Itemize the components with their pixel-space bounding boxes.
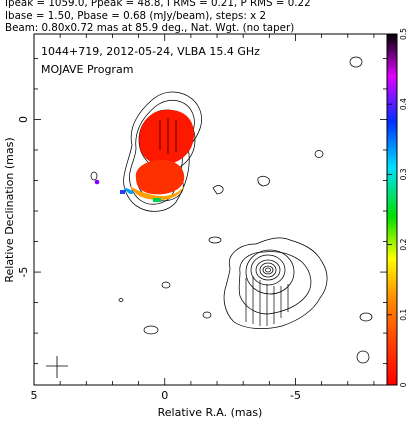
colorbar-tick-label: 0.4	[399, 98, 408, 110]
beam-marker	[46, 356, 68, 378]
y-axis-ticks: 0 -5	[17, 58, 387, 365]
colorbar-tick-label: 0	[399, 382, 408, 387]
header-line-1: Ipeak = 1059.0, Ppeak = 48.8, I RMS = 0.…	[5, 0, 311, 9]
x-tick-label: 5	[31, 389, 38, 402]
colorbar-tick-label: 0.1	[399, 309, 408, 321]
jet-contours	[223, 237, 328, 329]
x-tick-label: 0	[161, 389, 168, 402]
x-axis-ticks: 5 0 -5	[31, 34, 375, 402]
map-header: Ipeak = 1059.0, Ppeak = 48.8, I RMS = 0.…	[5, 0, 405, 35]
polarization-overlay	[94, 109, 194, 202]
map-title: 1044+719, 2012-05-24, VLBA 15.4 GHz	[41, 45, 260, 58]
y-axis-label: Relative Declination (mas)	[3, 137, 16, 282]
y-tick-label: -5	[17, 267, 30, 278]
noise-contours	[90, 56, 373, 364]
polarization-vectors	[159, 118, 289, 326]
header-line-3: Beam: 0.80x0.72 mas at 85.9 deg., Nat. W…	[5, 22, 295, 34]
y-tick-label: 0	[17, 116, 30, 123]
map-subtitle: MOJAVE Program	[41, 63, 133, 76]
x-tick-label: -5	[290, 389, 301, 402]
colorbar-tick-label: 0.3	[399, 168, 408, 180]
colorbar	[387, 34, 397, 385]
colorbar-tick-label: 0.2	[399, 238, 408, 250]
plot-frame	[33, 33, 388, 386]
colorbar-ticks: 0 0.1 0.2 0.3 0.4 0.5	[387, 28, 408, 387]
header-line-2: Ibase = 1.50, Pbase = 0.68 (mJy/beam), s…	[5, 9, 267, 22]
colorbar-tick-label: 0.5	[399, 28, 408, 40]
x-axis-label: Relative R.A. (mas)	[158, 406, 263, 419]
